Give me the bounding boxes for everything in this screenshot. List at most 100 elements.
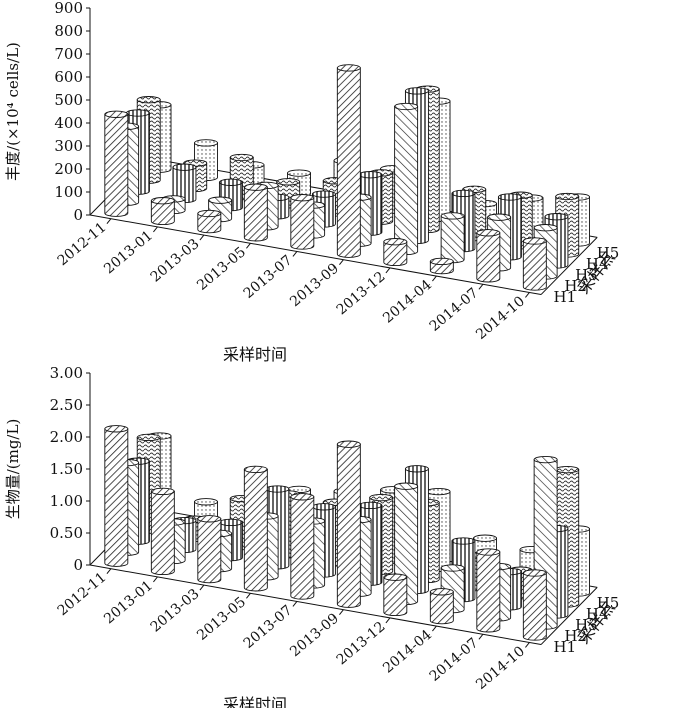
bar-h1 [476,548,501,633]
y-tick-label: 300 [54,137,83,155]
bar-h1 [336,440,361,608]
x-tick-label: 2014-07 [427,635,482,685]
bar-h1 [290,493,315,600]
site-label: H2 [564,627,587,645]
y-tick-label: 0 [73,206,83,224]
biomass-chart: 0 0.50 1.00 1.50 2.00 2.50 3.00 生物量/(mg/L) 2012-… [4,364,619,708]
bar-h1 [429,588,454,625]
x-tick-label: 2013-05 [194,244,249,294]
x-tick-label: 2013-03 [148,236,203,286]
x-tick-label: 2014-04 [380,627,435,677]
x-tick-label: 2014-10 [473,293,528,343]
x-tick [106,218,112,225]
x-tick-label: 2014-07 [427,285,482,335]
x-tick [153,226,158,233]
y-tick-label: 600 [54,68,83,86]
y-axis-title: 丰度/(×10⁴ cells/L) [4,42,22,181]
x-tick [199,584,205,591]
x-tick [432,275,437,282]
x-tick-label: 2013-07 [241,252,296,302]
y-tick-label: 400 [54,114,83,132]
site-label: H3 [575,266,598,284]
x-tick [339,609,344,616]
x-tick [339,259,344,266]
x-axis-title: 采样时间 [223,695,287,708]
x-axis [89,564,542,646]
x-tick [478,283,484,290]
bar-h1 [429,257,454,275]
y-tick-label: 800 [54,22,83,40]
site-label: H5 [597,244,620,262]
y-tick-label: 2.50 [50,396,83,414]
y-tick-label: 1.00 [50,492,83,510]
y-axis-title: 生物量/(mg/L) [4,419,22,520]
site-label: H4 [586,255,609,273]
x-tick [385,267,391,274]
y-tick-label: 3.00 [50,364,83,382]
site-label: H5 [597,594,620,612]
x-tick [525,642,530,648]
depth-axis [540,586,598,645]
bar-h1 [383,573,408,617]
x-tick [292,251,298,257]
y-tick-label: 1.50 [50,460,83,478]
y-tick-label: 200 [54,160,83,178]
bar-h1 [290,194,315,250]
bar-h2 [440,212,465,264]
bar-h1 [104,110,129,217]
bar-h1 [197,209,222,234]
x-axis [89,214,542,296]
x-tick-label: 2013-09 [287,260,342,310]
bar-h1 [197,515,222,584]
site-label: H1 [554,288,577,306]
x-tick [385,617,391,624]
y-tick-label: 100 [54,183,83,201]
site-label: H2 [564,277,587,295]
bar-h1 [336,64,361,258]
x-tick-label: 2013-03 [148,586,203,636]
x-tick-label: 2012-11 [55,219,110,269]
x-tick-label: 2013-12 [334,269,389,319]
depth-axis [540,236,598,295]
y-tick-label: 0.50 [50,524,83,542]
y-tick-label: 700 [54,45,83,63]
y-tick-label: 500 [54,91,83,109]
site-label: H3 [575,616,598,634]
x-tick-label: 2014-04 [380,277,435,327]
x-tick [525,292,530,298]
bar-h1 [476,229,501,283]
x-tick [153,576,158,583]
x-tick-label: 2013-05 [194,594,249,644]
site-label: H1 [554,638,577,656]
bar-h1 [150,197,175,226]
y-tick-label: 0 [73,556,83,574]
bar-h1 [243,183,268,242]
x-axis-title: 采样时间 [223,345,287,364]
x-tick [106,568,112,575]
bar-h1 [150,487,175,576]
bar-h1 [522,569,547,641]
bar-h1 [243,465,268,592]
x-tick-label: 2013-01 [101,228,156,278]
bar-h2 [394,102,419,256]
x-tick-label: 2013-07 [241,602,296,652]
x-tick-label: 2014-10 [473,643,528,693]
x-tick-label: 2013-12 [334,619,389,669]
x-tick-label: 2012-11 [55,569,110,619]
x-tick [292,601,298,607]
bar-h1 [383,238,408,267]
site-label: H4 [586,605,609,623]
bar-h1 [522,237,547,291]
x-tick [199,234,205,241]
bar-h1 [104,425,129,567]
x-tick [478,633,484,640]
y-tick-label: 900 [54,0,83,17]
x-tick [432,625,437,632]
x-tick-label: 2013-01 [101,578,156,628]
abundance-chart: 0 100 200 300 400 500 600 700 800 900 丰度/(×10⁴ cel… [4,0,619,364]
y-tick-label: 2.00 [50,428,83,446]
x-tick-label: 2013-09 [287,610,342,660]
x-tick [246,242,251,249]
x-tick [246,592,251,599]
